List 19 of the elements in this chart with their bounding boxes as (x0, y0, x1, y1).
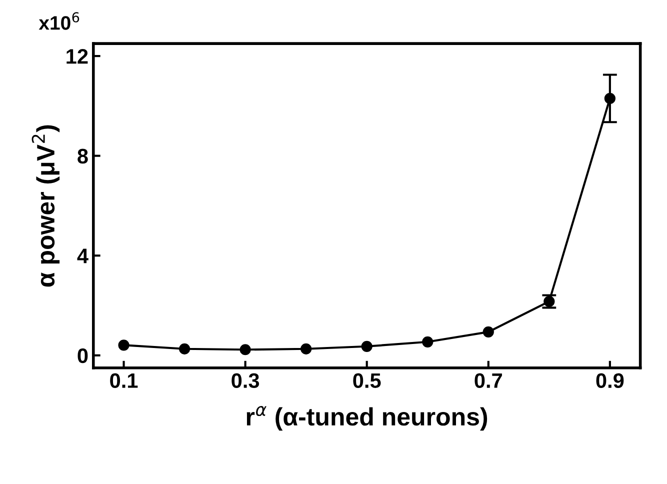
x-tick-label: 0.7 (474, 373, 502, 388)
y-tick-label: 8 (78, 148, 88, 164)
x-tick-label: 0.1 (110, 373, 138, 388)
point (361, 340, 372, 352)
y-tick-label: 0 (78, 348, 88, 364)
text: x10$^{6}$ (38, 12, 80, 30)
y-axis-title: α power (μV$^{2}$) (32, 125, 60, 287)
point (240, 344, 251, 356)
point (300, 343, 312, 354)
point (118, 340, 130, 351)
point (178, 343, 190, 354)
x-tick-label: 0.5 (353, 373, 381, 388)
x-axis-title: r$^{α}$ (α-tuned neurons) (246, 406, 488, 431)
y-tick-label: 4 (77, 248, 88, 264)
x-tick-label: 0.9 (596, 373, 624, 388)
x-tick-label: 0.3 (232, 373, 260, 388)
point (482, 326, 494, 338)
y-tick-label: 12 (66, 49, 88, 64)
point (422, 336, 434, 348)
